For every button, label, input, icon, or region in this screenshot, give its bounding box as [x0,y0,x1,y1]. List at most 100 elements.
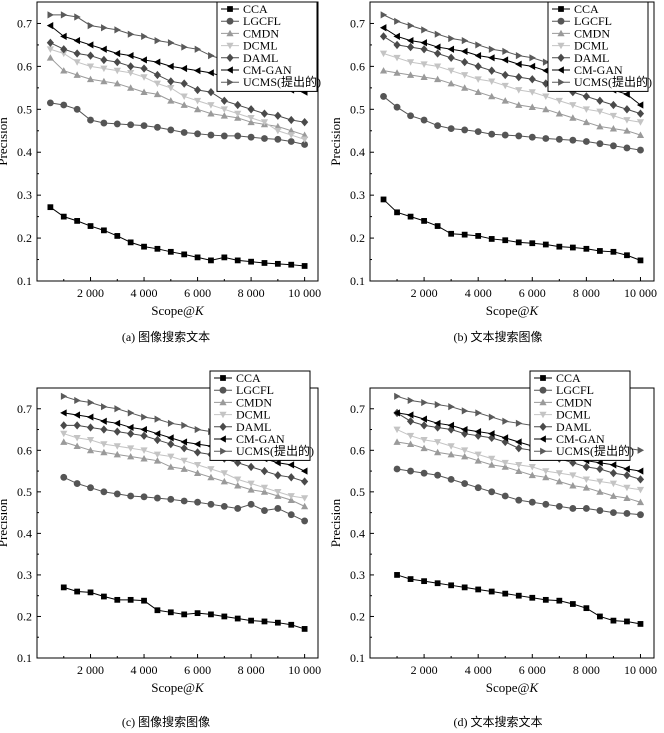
data-point [46,99,54,107]
data-point [194,45,202,53]
data-point [406,37,414,45]
data-point [475,41,482,49]
series-lgcfl [393,465,644,519]
data-point [274,619,281,626]
data-point [113,419,121,427]
data-point [488,430,495,438]
data-point [287,473,295,482]
x-tick-label: 8 000 [238,286,265,300]
data-point [141,243,147,250]
data-point [74,396,81,405]
data-point [555,110,563,117]
data-point [207,69,214,77]
data-point [127,429,135,438]
data-point [501,70,509,80]
data-point [193,105,202,113]
legend-marker [557,17,565,25]
legend-label: CCA [236,371,261,385]
data-point [73,442,81,450]
data-point [542,500,550,508]
legend-marker [226,53,234,62]
data-point [447,67,455,75]
legend-marker [226,17,234,25]
data-point [434,43,441,51]
series-daml [46,38,309,127]
series-line [383,53,641,123]
legend-label: LGCFL [574,14,612,28]
data-point [127,69,135,77]
data-point [248,617,254,624]
x-axis-label: Scope@K [151,680,205,695]
caption-a: (a) 图像搜索文本 [121,330,211,344]
data-point [167,495,175,503]
data-point [154,123,161,131]
data-point [73,480,81,487]
data-point [406,71,415,78]
series-line [383,70,641,136]
data-point [461,480,469,487]
x-tick-label: 6 000 [519,286,546,300]
data-point [406,432,415,440]
data-point [101,593,107,600]
data-point [301,467,308,475]
data-point [288,621,295,628]
data-point [555,135,563,143]
data-point [623,127,631,134]
data-point [260,488,269,495]
x-tick-label: 10 000 [288,286,321,300]
data-point [46,54,54,61]
data-point [274,471,282,480]
data-point [542,93,550,101]
data-point [220,112,228,119]
plot-area [36,387,319,659]
data-point [101,403,108,411]
data-point [74,13,81,21]
data-point [461,72,469,79]
data-point [461,407,469,415]
legend-marker [219,398,227,406]
data-point [636,475,645,484]
data-point [555,477,563,485]
data-point [127,62,135,71]
data-point [474,457,482,464]
legend-label: CM-GAN [556,432,605,446]
data-point [528,133,536,141]
legend-label: DAML [574,51,609,65]
data-point [448,582,455,589]
data-point [596,464,604,474]
data-point [556,243,563,250]
data-point [247,500,255,508]
y-tick-label: 0.3 [17,568,32,582]
data-point [47,11,54,19]
data-point [421,218,427,224]
y-tick-label: 0.2 [350,231,365,245]
data-point [180,465,188,472]
data-point [434,401,442,409]
data-point [542,241,549,248]
data-point [207,87,215,97]
data-point [528,103,536,111]
data-point [287,461,295,469]
legend-marker [540,375,546,381]
data-point [46,22,54,30]
data-point [167,419,175,427]
data-point [180,129,188,136]
data-point [529,594,536,601]
data-point [301,136,309,143]
data-point [501,492,509,500]
data-point [113,120,121,128]
data-point [421,398,428,407]
data-point [447,443,455,450]
data-point [181,421,188,429]
data-point [153,70,162,80]
data-point [261,507,268,514]
data-point [488,461,496,468]
data-point [623,117,631,124]
data-point [301,477,309,486]
y-tick-label: 0.6 [17,443,32,457]
legend-label: CM-GAN [574,63,623,77]
x-axis-label: Scope@K [486,303,540,318]
data-point [515,72,523,82]
data-point [610,617,617,624]
data-point [153,58,161,66]
